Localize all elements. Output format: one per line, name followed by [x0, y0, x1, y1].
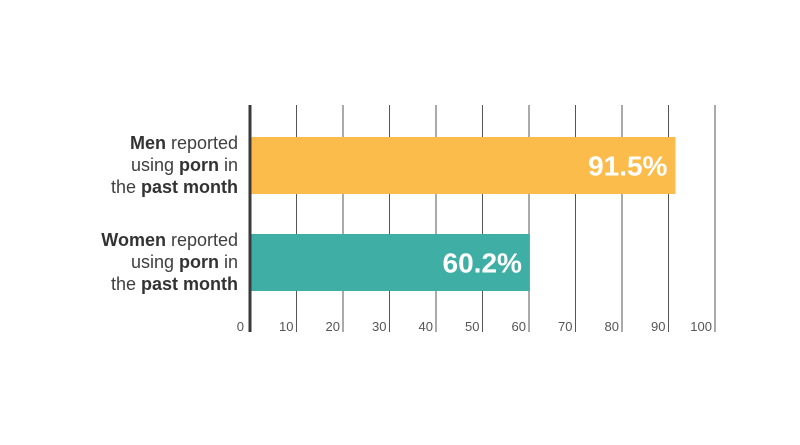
x-tick-label-100: 100	[690, 319, 712, 334]
category-label-women: Women reported using porn in the past mont…	[18, 229, 238, 295]
x-tick-label-30: 30	[372, 319, 386, 334]
x-tick-label-80: 80	[605, 319, 619, 334]
label-text: using	[130, 155, 179, 175]
x-tick-label-90: 90	[651, 319, 665, 334]
label-bold-text: past month	[141, 274, 238, 294]
value-label-0: 91.5%	[588, 151, 667, 182]
x-tick-label-0: 0	[237, 319, 244, 334]
x-tick-label-50: 50	[465, 319, 479, 334]
label-bold-text: past month	[141, 177, 238, 197]
label-text: reported	[165, 230, 238, 250]
label-text: the	[110, 177, 141, 197]
x-tick-label-70: 70	[558, 319, 572, 334]
label-text: the	[110, 274, 141, 294]
category-label-men: Men reported using porn in the past month	[18, 132, 238, 198]
label-text: in	[218, 252, 238, 272]
label-bold-text: Women	[101, 230, 166, 250]
x-tick-label-60: 60	[512, 319, 526, 334]
label-text: in	[218, 155, 238, 175]
label-bold-text: porn	[178, 155, 219, 175]
x-tick-label-20: 20	[326, 319, 340, 334]
label-text: reported	[165, 133, 238, 153]
value-label-1: 60.2%	[443, 248, 522, 279]
x-tick-label-10: 10	[279, 319, 293, 334]
label-bold-text: Men	[129, 133, 166, 153]
label-bold-text: porn	[178, 252, 219, 272]
bar-0	[250, 137, 676, 194]
label-text: using	[130, 252, 179, 272]
bar-1	[250, 234, 530, 291]
x-tick-label-40: 40	[419, 319, 433, 334]
